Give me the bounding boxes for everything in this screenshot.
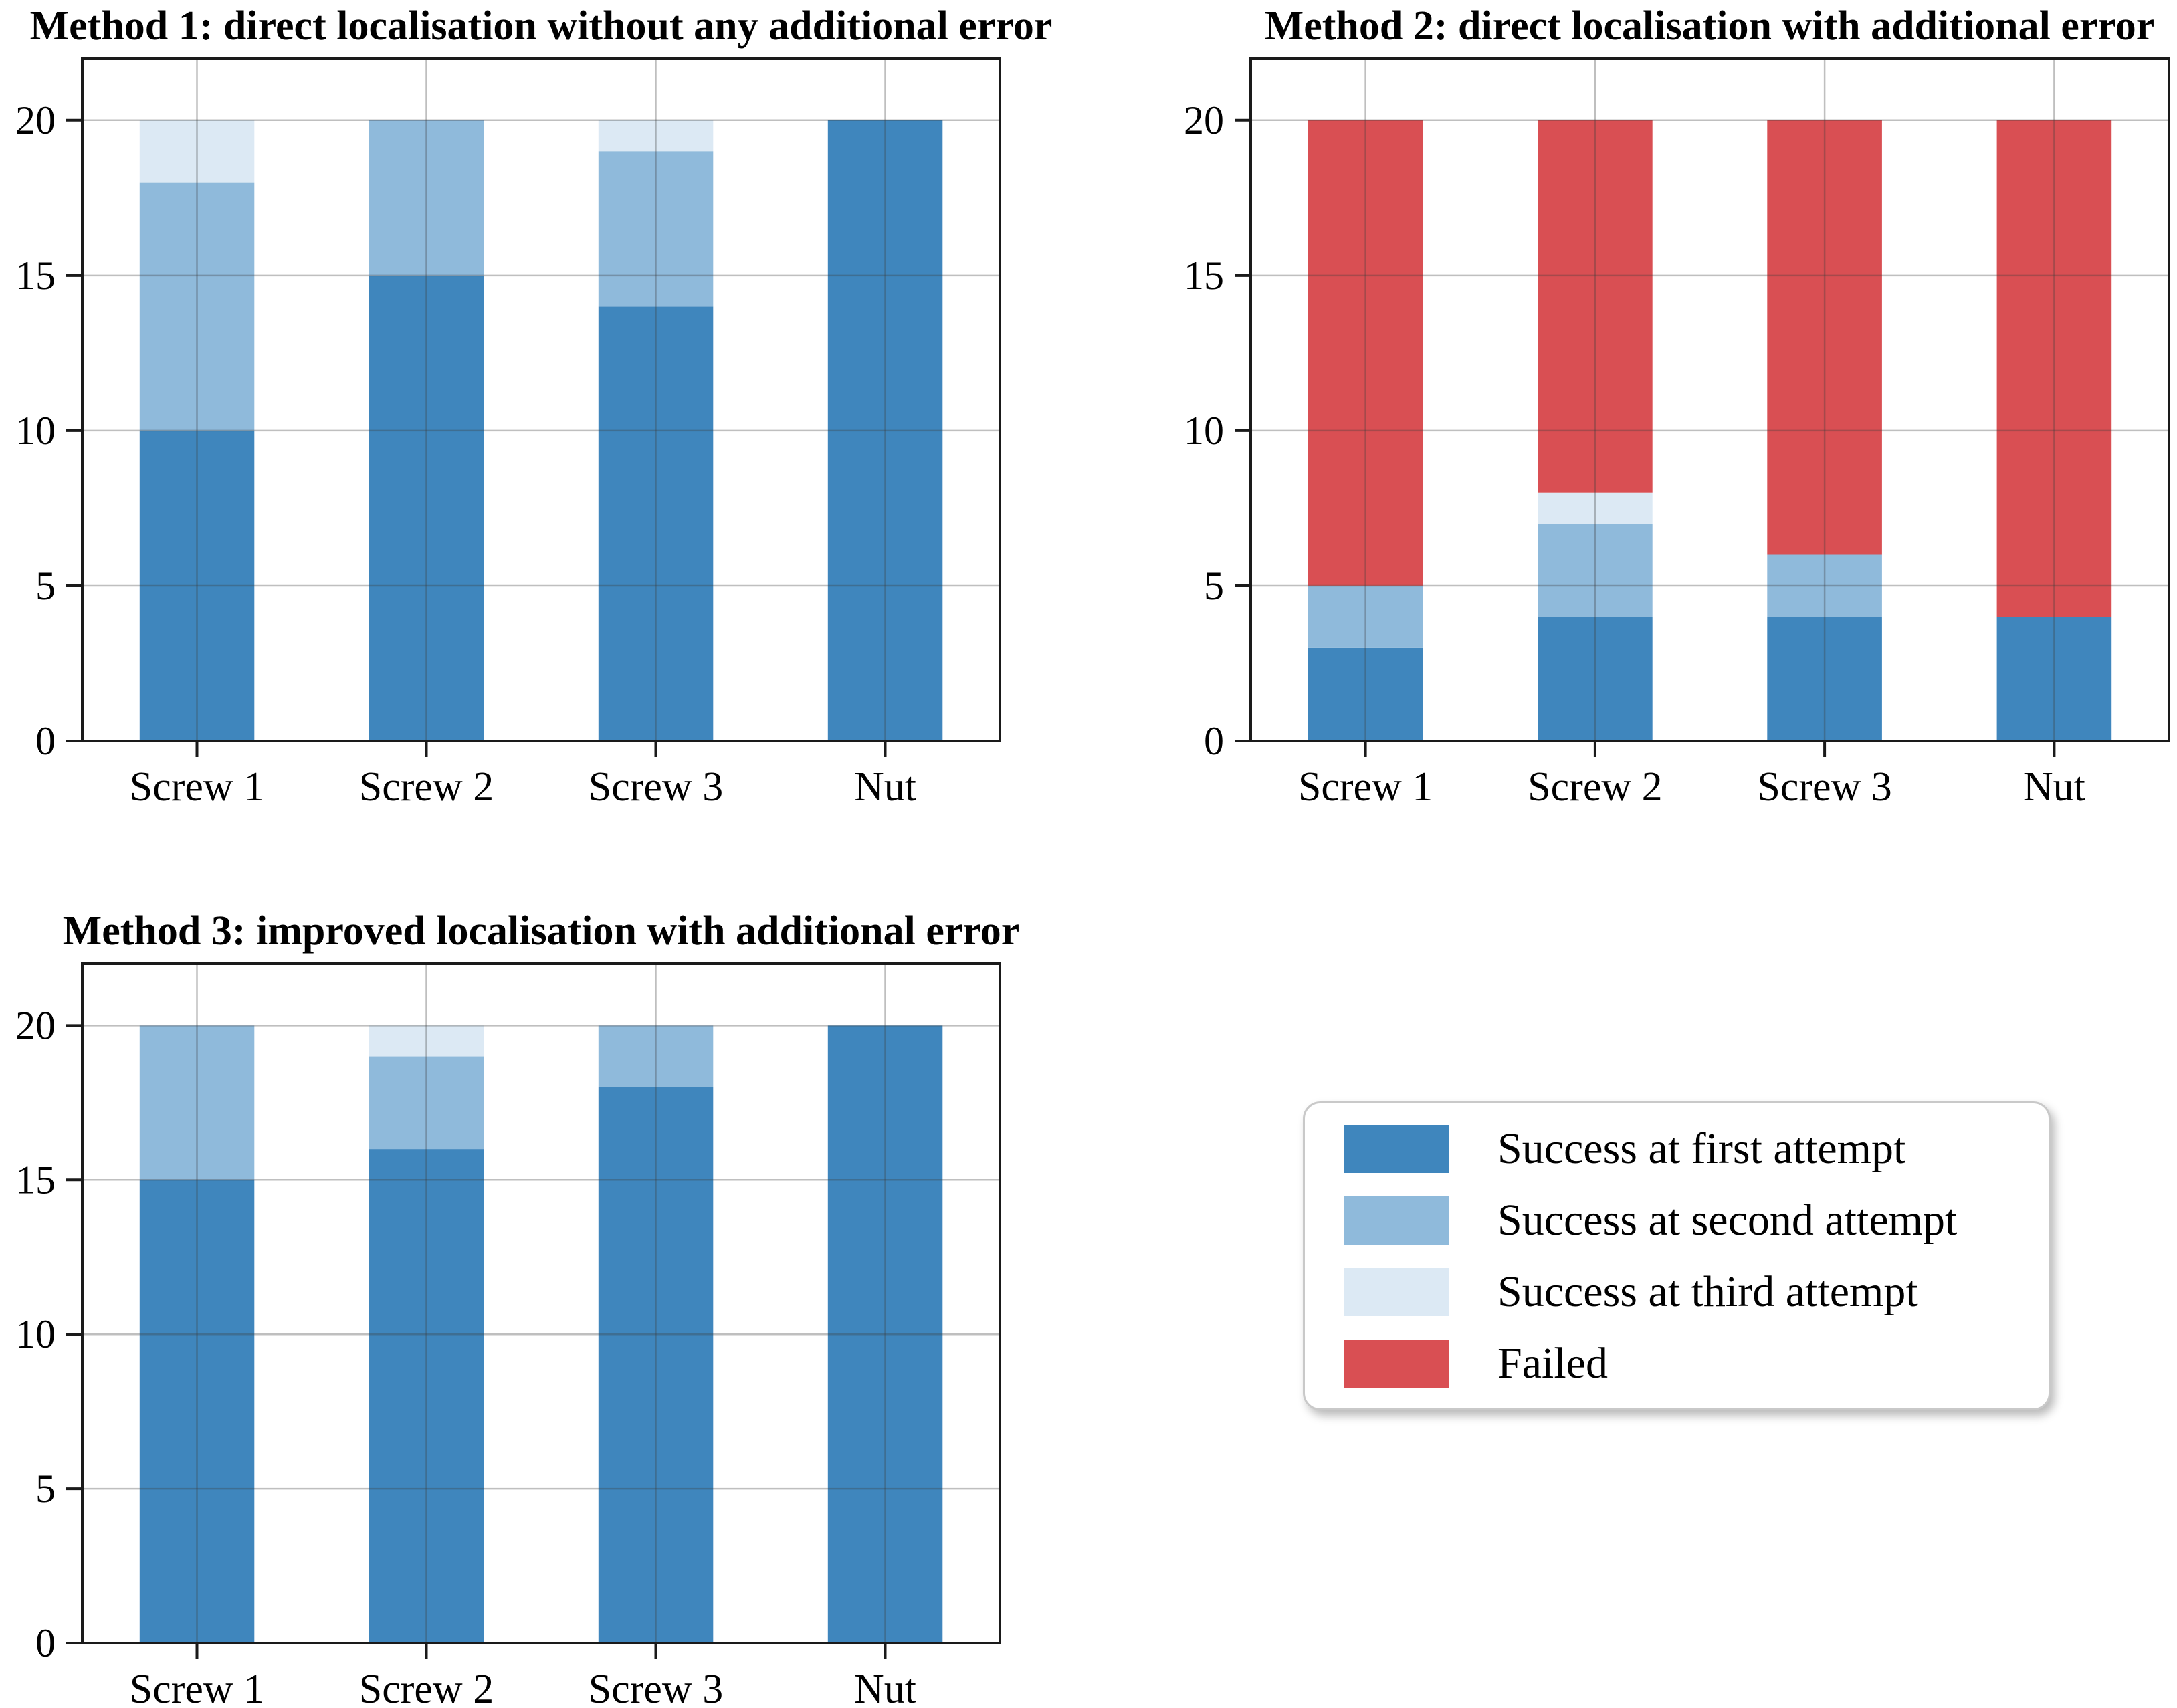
- bar-segment-screw-2-success-at-third-attempt: [369, 1025, 484, 1057]
- plot-border: [81, 57, 1001, 742]
- legend-label: Success at third attempt: [1497, 1267, 1918, 1316]
- bar-segment-screw-2-success-at-first-attempt: [369, 1149, 484, 1643]
- legend-swatch-failed: [1344, 1339, 1449, 1388]
- bars-group: [1308, 120, 2112, 741]
- bar-segment-screw-3-failed: [1767, 120, 1882, 555]
- legend-label: Success at first attempt: [1497, 1124, 1906, 1173]
- legend-label: Failed: [1497, 1338, 1608, 1388]
- bar-segment-screw-1-success-at-first-attempt: [1308, 647, 1423, 741]
- y-axis: 0 5 10 15 20: [15, 1003, 82, 1665]
- bar-segment-screw-2-failed: [1538, 120, 1653, 493]
- y-tick-label: 10: [1184, 409, 1224, 453]
- x-tick-label-screw-3: Screw 3: [589, 764, 723, 810]
- y-tick-label: 20: [1184, 98, 1224, 142]
- x-axis: Screw 1 Screw 2 Screw 3 Nut: [130, 741, 916, 810]
- x-tick-label-nut: Nut: [854, 764, 916, 810]
- x-tick-label-screw-1: Screw 1: [130, 764, 264, 810]
- bar-segment-screw-1-success-at-second-attempt: [1308, 586, 1423, 648]
- bar-segment-screw-3-success-at-first-attempt: [598, 306, 714, 741]
- grid-group: [82, 964, 1000, 1643]
- bar-segment-screw-1-success-at-first-attempt: [139, 1180, 255, 1643]
- bar-segment-screw-1-success-at-first-attempt: [139, 430, 255, 741]
- x-tick-label-nut: Nut: [854, 1667, 916, 1708]
- y-axis: 0 5 10 15 20: [15, 98, 82, 763]
- bar-segment-screw-3-success-at-first-attempt: [1767, 617, 1882, 741]
- x-axis: Screw 1 Screw 2 Screw 3 Nut: [130, 1643, 916, 1708]
- bar-segment-screw-1-failed: [1308, 120, 1423, 586]
- bars-group: [139, 1025, 943, 1643]
- legend-item: Success at first attempt: [1344, 1124, 2010, 1174]
- chart-3-plot: 0 5 10 15 20 Screw 1 Screw 2 Screw 3 Nut: [15, 962, 1001, 1708]
- legend-swatch-third-attempt: [1344, 1267, 1449, 1316]
- bar-segment-screw-3-success-at-third-attempt: [598, 120, 714, 152]
- bar-segment-screw-2-success-at-second-attempt: [369, 1056, 484, 1149]
- grid-group: [82, 58, 1000, 741]
- legend: Success at first attempt Success at seco…: [1303, 1101, 2051, 1410]
- bar-segment-nut-success-at-first-attempt: [827, 120, 943, 742]
- y-tick-label: 0: [35, 1621, 56, 1665]
- chart-3-title: Method 3: improved localisation with add…: [62, 908, 1020, 954]
- x-tick-label-screw-2: Screw 2: [359, 764, 494, 810]
- bars-group: [139, 120, 943, 742]
- bar-segment-screw-1-success-at-second-attempt: [139, 182, 255, 431]
- bar-segment-screw-2-success-at-third-attempt: [1538, 492, 1653, 524]
- y-tick-label: 15: [1184, 253, 1224, 298]
- legend-item: Failed: [1344, 1338, 2010, 1388]
- bar-segment-nut-success-at-first-attempt: [827, 1025, 943, 1643]
- chart-method-1: Method 1: direct localisation without an…: [0, 0, 1089, 854]
- bar-segment-screw-3-success-at-first-attempt: [598, 1087, 714, 1643]
- bar-segment-screw-3-success-at-second-attempt: [598, 1025, 714, 1087]
- x-axis: Screw 1 Screw 2 Screw 3 Nut: [1298, 741, 2085, 810]
- y-tick-label: 5: [1204, 564, 1224, 608]
- legend-item: Success at third attempt: [1344, 1267, 2010, 1317]
- plot-border: [81, 962, 1001, 1644]
- bar-segment-screw-1-success-at-second-attempt: [139, 1025, 255, 1180]
- bar-segment-screw-2-success-at-first-attempt: [1538, 617, 1653, 741]
- legend-label: Success at second attempt: [1497, 1195, 1958, 1245]
- bar-segment-screw-1-success-at-third-attempt: [139, 120, 255, 183]
- chart-1-title: Method 1: direct localisation without an…: [29, 3, 1053, 49]
- y-tick-label: 5: [35, 1467, 56, 1511]
- chart-2-plot: 0 5 10 15 20 Screw 1 Screw 2 Screw 3 Nut: [1184, 57, 2170, 810]
- bar-segment-nut-failed: [1996, 120, 2112, 617]
- chart-method-2: Method 2: direct localisation with addit…: [1089, 0, 2177, 854]
- plot-border: [1249, 57, 2170, 742]
- legend-item: Success at second attempt: [1344, 1195, 2010, 1245]
- y-tick-label: 10: [15, 1312, 56, 1356]
- y-tick-label: 10: [15, 409, 56, 453]
- y-tick-label: 15: [15, 253, 56, 298]
- legend-swatch-first-attempt: [1344, 1124, 1449, 1173]
- y-tick-label: 0: [35, 719, 56, 763]
- y-tick-label: 20: [15, 98, 56, 142]
- bar-segment-screw-3-success-at-second-attempt: [598, 151, 714, 307]
- y-tick-label: 15: [15, 1158, 56, 1202]
- chart-2-title: Method 2: direct localisation with addit…: [1264, 3, 2155, 49]
- y-tick-label: 5: [35, 564, 56, 608]
- x-tick-label-screw-2: Screw 2: [1528, 764, 1662, 810]
- grid-group: [1251, 58, 2169, 741]
- chart-1-plot: 0 5 10 15 20 Screw 1 Screw 2 Screw 3 Nut: [15, 57, 1001, 810]
- x-tick-label-nut: Nut: [2023, 764, 2085, 810]
- bar-segment-screw-2-success-at-second-attempt: [1538, 524, 1653, 617]
- legend-swatch-second-attempt: [1344, 1196, 1449, 1245]
- x-tick-label-screw-3: Screw 3: [1757, 764, 1891, 810]
- bar-segment-screw-2-success-at-first-attempt: [369, 275, 484, 741]
- bar-segment-nut-success-at-first-attempt: [1996, 617, 2112, 741]
- bar-segment-screw-2-success-at-second-attempt: [369, 120, 484, 276]
- y-axis: 0 5 10 15 20: [1184, 98, 1251, 763]
- x-tick-label-screw-1: Screw 1: [130, 1667, 264, 1708]
- y-tick-label: 20: [15, 1003, 56, 1047]
- legend-quadrant: Success at first attempt Success at seco…: [1089, 854, 2177, 1708]
- x-tick-label-screw-1: Screw 1: [1298, 764, 1433, 810]
- bar-segment-screw-3-success-at-second-attempt: [1767, 554, 1882, 617]
- x-tick-label-screw-2: Screw 2: [359, 1667, 494, 1708]
- x-tick-label-screw-3: Screw 3: [589, 1667, 723, 1708]
- chart-method-3: Method 3: improved localisation with add…: [0, 854, 1089, 1708]
- y-tick-label: 0: [1204, 719, 1224, 763]
